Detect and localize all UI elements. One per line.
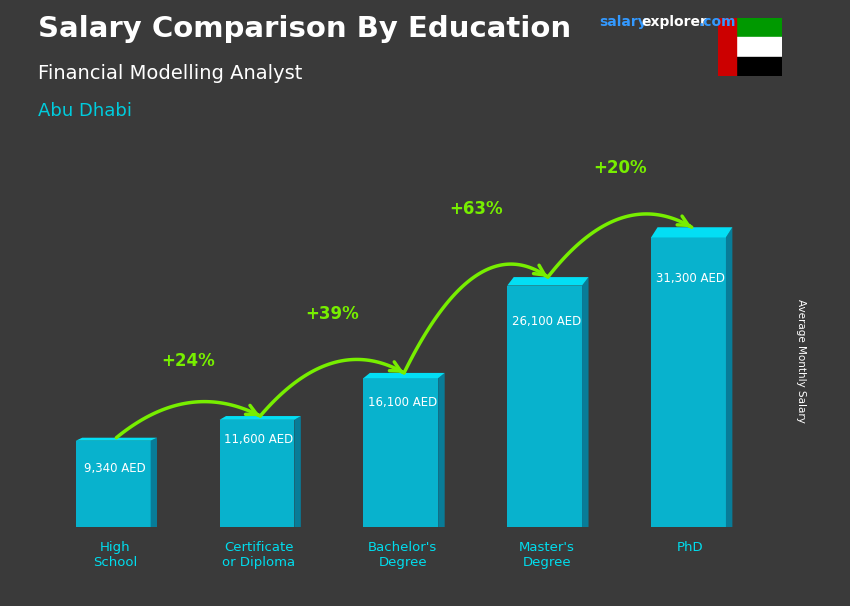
Text: Master's
Degree: Master's Degree: [518, 541, 575, 568]
Bar: [718, 56, 782, 76]
Polygon shape: [364, 378, 439, 527]
Polygon shape: [219, 420, 294, 527]
Text: +39%: +39%: [305, 305, 359, 324]
Polygon shape: [726, 227, 733, 527]
Text: salary: salary: [599, 15, 647, 29]
Text: Financial Modelling Analyst: Financial Modelling Analyst: [38, 64, 303, 82]
Bar: [718, 18, 782, 38]
Text: Average Monthly Salary: Average Monthly Salary: [796, 299, 807, 422]
Text: Bachelor's
Degree: Bachelor's Degree: [368, 541, 438, 568]
Polygon shape: [507, 285, 582, 527]
Polygon shape: [150, 438, 157, 527]
Polygon shape: [439, 373, 445, 527]
Text: Certificate
or Diploma: Certificate or Diploma: [223, 541, 296, 568]
Polygon shape: [364, 373, 445, 378]
Text: +20%: +20%: [593, 159, 647, 176]
Polygon shape: [507, 277, 588, 285]
Bar: [718, 18, 736, 76]
Text: Abu Dhabi: Abu Dhabi: [38, 102, 133, 120]
Text: High
School: High School: [93, 541, 137, 568]
Polygon shape: [76, 441, 150, 527]
Polygon shape: [76, 438, 157, 441]
Text: Salary Comparison By Education: Salary Comparison By Education: [38, 15, 571, 43]
Text: +24%: +24%: [162, 353, 215, 370]
Text: explorer: explorer: [642, 15, 707, 29]
Text: 26,100 AED: 26,100 AED: [512, 315, 581, 328]
Text: .com: .com: [699, 15, 736, 29]
Text: 16,100 AED: 16,100 AED: [368, 396, 438, 409]
Polygon shape: [651, 227, 733, 238]
Polygon shape: [651, 238, 726, 527]
Text: 31,300 AED: 31,300 AED: [656, 272, 725, 285]
Polygon shape: [582, 277, 588, 527]
Text: PhD: PhD: [677, 541, 704, 553]
Text: 11,600 AED: 11,600 AED: [224, 433, 293, 445]
Polygon shape: [219, 416, 301, 420]
Polygon shape: [294, 416, 301, 527]
Text: 9,340 AED: 9,340 AED: [84, 462, 146, 475]
Text: +63%: +63%: [449, 200, 503, 218]
Bar: [718, 38, 782, 56]
